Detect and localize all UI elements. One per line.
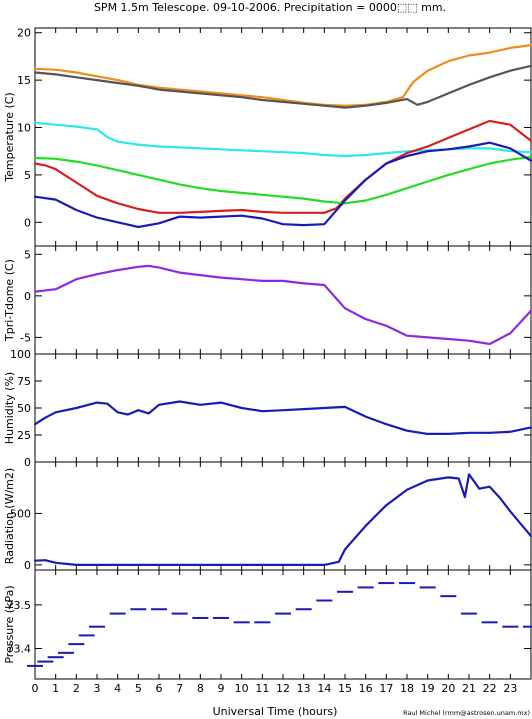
chart-title: SPM 1.5m Telescope. 09-10-2006. Precipit… [94, 1, 446, 14]
data-point [378, 582, 395, 585]
panel-1: -5 0 5 Tpri-Tdome (C) [3, 245, 532, 355]
data-point [502, 625, 519, 628]
data-point [213, 616, 229, 619]
x-tick-label: 11 [255, 682, 269, 695]
y-axis-label: Radiation (W/m2) [3, 468, 16, 564]
x-tick-label: 16 [359, 682, 373, 695]
y-axis-label: Tpri-Tdome (C) [3, 259, 16, 342]
y-tick-label: 10 [17, 122, 31, 135]
y-tick-label: 0 [24, 559, 31, 572]
data-point [316, 599, 333, 602]
data-point [461, 612, 477, 615]
y-tick-label: 100 [10, 348, 31, 361]
data-point [419, 586, 436, 589]
x-tick-label: 1 [52, 682, 59, 695]
series-orange-line [33, 43, 532, 107]
x-tick-label: 20 [441, 682, 455, 695]
series-blue-line [33, 141, 532, 229]
data-point [275, 612, 291, 615]
x-tick-label: 10 [235, 682, 249, 695]
data-point [89, 625, 105, 628]
data-point [254, 621, 271, 624]
y-tick-label: 5 [24, 169, 31, 182]
data-point [295, 608, 312, 611]
x-tick-label: 9 [218, 682, 225, 695]
x-tick-label: 8 [197, 682, 204, 695]
x-tick-label: 22 [483, 682, 497, 695]
y-axis-label: Humidity (%) [3, 372, 16, 444]
y-tick-label: -5 [20, 331, 31, 344]
y-tick-label: 50 [17, 402, 31, 415]
y-tick-label: 0 [24, 216, 31, 229]
x-tick-label: 21 [462, 682, 476, 695]
x-tick-label: 6 [156, 682, 163, 695]
y-tick-label: 5 [24, 248, 31, 261]
x-tick-label: 5 [135, 682, 142, 695]
x-tick-label: 15 [338, 682, 352, 695]
series-green-line [33, 155, 532, 205]
data-point [78, 634, 95, 637]
y-axis-label: Temperature (C) [3, 92, 16, 182]
y-tick-label: 500 [10, 507, 31, 520]
y-tick-label: 75 [17, 375, 31, 388]
data-point [109, 612, 126, 615]
panel-frame [34, 569, 532, 680]
data-point [130, 608, 147, 611]
series-gray-line [33, 64, 532, 109]
data-point [399, 582, 415, 585]
data-point [233, 621, 250, 624]
x-tick-label: 2 [73, 682, 80, 695]
series-purple-line [33, 264, 532, 346]
data-point [440, 595, 457, 598]
x-tick-label: 18 [400, 682, 414, 695]
panel-2: 0 25 50 75 100 Humidity (%) [3, 348, 532, 469]
x-tick-label: 4 [114, 682, 121, 695]
x-tick-label: 23 [503, 682, 517, 695]
x-tick-label: 19 [421, 682, 435, 695]
data-point [27, 664, 43, 667]
y-tick-label: 20 [17, 27, 31, 40]
data-point [37, 660, 54, 663]
x-tick-label: 0 [32, 682, 39, 695]
series-cyan-line [33, 121, 532, 158]
series-blue-line [33, 400, 532, 435]
credit-text: Raul Michel (rmm@astrosen.unam.mx) [403, 709, 530, 717]
y-tick-label: 0 [24, 290, 31, 303]
panel-0: 0 5 10 15 20 Temperature (C) [3, 27, 532, 247]
x-tick-label: 12 [276, 682, 290, 695]
x-tick-label: 3 [94, 682, 101, 695]
y-axis-label: Pressure (kPa) [3, 585, 16, 663]
series-blue-line [33, 473, 532, 567]
x-tick-label: 14 [317, 682, 331, 695]
x-tick-label: 13 [297, 682, 311, 695]
data-point [68, 643, 85, 646]
data-point [337, 590, 353, 593]
series-blue-points [27, 582, 532, 667]
x-tick-label: 7 [176, 682, 183, 695]
data-point [192, 616, 209, 619]
data-point [357, 586, 374, 589]
y-tick-label: 73.5 [7, 599, 32, 612]
data-point [481, 621, 498, 624]
data-point [151, 608, 167, 611]
data-point [58, 651, 74, 654]
y-tick-label: 25 [17, 429, 31, 442]
panel-frame [34, 245, 532, 355]
data-point [47, 656, 64, 659]
x-axis-label: Universal Time (hours) [213, 705, 338, 718]
data-point [523, 625, 532, 628]
y-tick-label: 15 [17, 74, 31, 87]
panel-frame [34, 353, 532, 463]
data-point [171, 612, 188, 615]
x-tick-label: 17 [379, 682, 393, 695]
y-tick-label: 73.4 [7, 642, 32, 655]
series-red-line [33, 119, 532, 214]
y-tick-label: 0 [24, 456, 31, 469]
